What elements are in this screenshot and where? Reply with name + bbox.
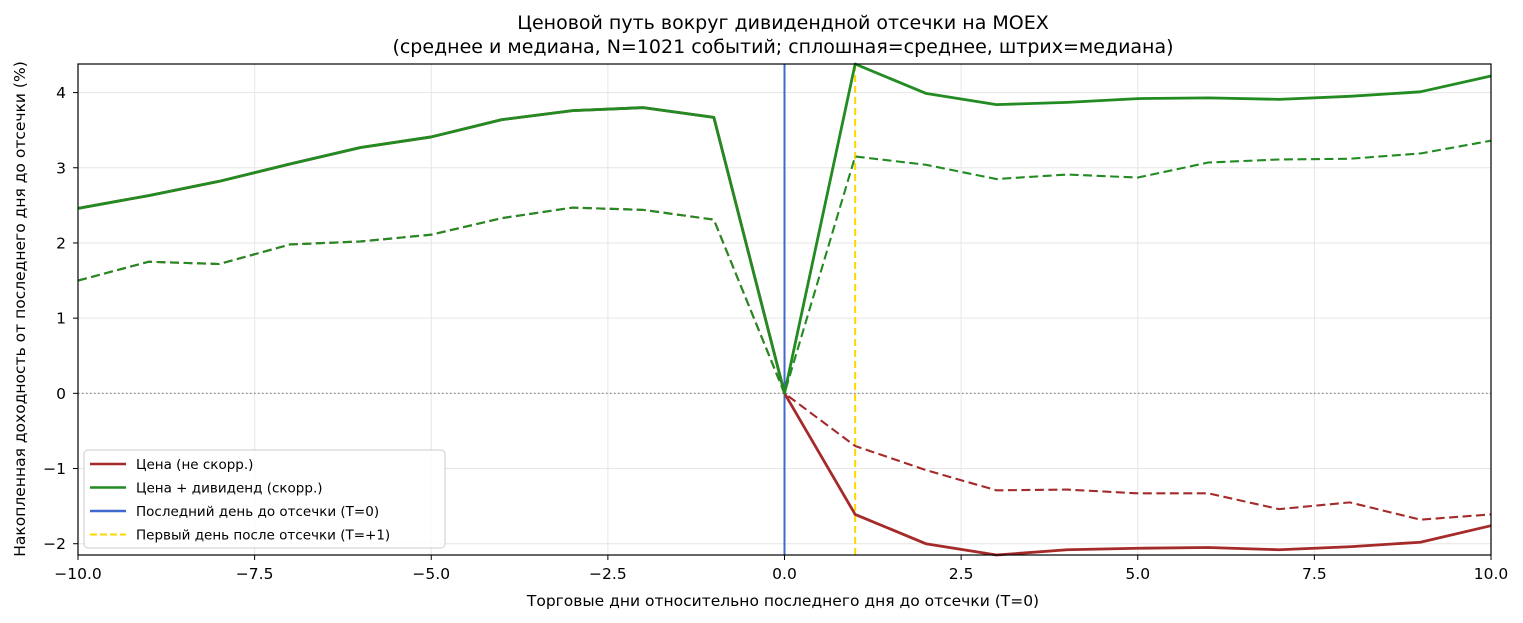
y-tick-label: 1	[56, 310, 66, 328]
x-tick-label: −10.0	[54, 565, 102, 583]
x-tick-label: 5.0	[1125, 565, 1150, 583]
y-tick-label: 2	[56, 234, 66, 252]
legend-label: Первый день после отсечки (T=+1)	[136, 528, 390, 544]
legend-label: Последний день до отсечки (T=0)	[136, 504, 379, 520]
reference-lines	[78, 64, 1491, 555]
y-tick-label: −2	[43, 535, 66, 553]
chart-subtitle: (среднее и медиана, N=1021 событий; спло…	[392, 36, 1173, 58]
series-lines	[77, 62, 1492, 557]
x-tick-label: 0.0	[772, 565, 797, 583]
x-tick-label: 2.5	[949, 565, 974, 583]
y-axis-label: Накопленная доходность от последнего дня…	[11, 61, 29, 557]
chart-title: Ценовой путь вокруг дивидендной отсечки …	[517, 12, 1049, 34]
legend: Цена (не скорр.) Цена + дивиденд (скорр.)…	[83, 449, 446, 549]
y-tick-label: 4	[56, 84, 66, 102]
x-tick-label: 7.5	[1302, 565, 1327, 583]
x-tick-label: 10.0	[1474, 565, 1509, 583]
x-tick-label: −7.5	[236, 565, 274, 583]
x-tick-label: −5.0	[412, 565, 450, 583]
legend-label: Цена (не скорр.)	[136, 457, 253, 473]
x-axis-ticks: −10.0 −7.5 −5.0 −2.5 0.0 2.5 5.0 7.5 10.0	[54, 555, 1508, 583]
legend-box	[83, 449, 446, 549]
y-axis-ticks: −2 −1 0 1 2 3 4	[43, 84, 78, 553]
y-tick-label: 0	[56, 385, 66, 403]
y-tick-label: −1	[43, 460, 66, 478]
x-axis-label: Торговые дни относительно последнего дня…	[526, 592, 1039, 610]
series-line	[77, 139, 1492, 395]
y-tick-label: 3	[56, 159, 66, 177]
legend-label: Цена + дивиденд (скорр.)	[136, 481, 323, 497]
x-tick-label: −2.5	[589, 565, 627, 583]
